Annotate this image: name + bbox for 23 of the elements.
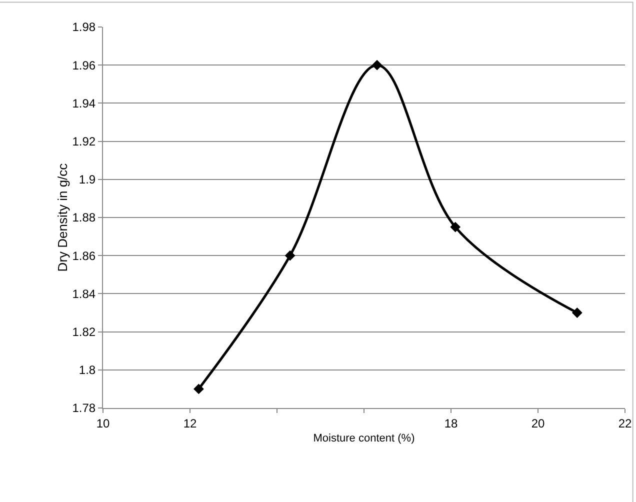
point bbox=[572, 308, 582, 318]
y-tick-label: 1.92 bbox=[72, 134, 96, 148]
y-tick-label: 1.82 bbox=[72, 325, 96, 339]
y-tick-label: 1.88 bbox=[72, 210, 96, 225]
point bbox=[284, 250, 296, 261]
x-tick-label: 18 bbox=[444, 416, 458, 430]
y-tick-label: 1.96 bbox=[72, 58, 96, 72]
point bbox=[372, 60, 382, 70]
y-axis-title: Dry Density in g/cc bbox=[55, 162, 70, 272]
point bbox=[450, 222, 461, 232]
y-tick-label: 1.98 bbox=[72, 20, 96, 34]
y-tick-label: 1.9 bbox=[78, 172, 96, 187]
x-tick-label: 20 bbox=[531, 416, 545, 430]
y-tick-label: 1.86 bbox=[72, 248, 96, 263]
y-tick-label: 1.8 bbox=[78, 363, 96, 378]
x-tick-label: 10 bbox=[96, 416, 110, 430]
y-tick-label: 1.78 bbox=[72, 401, 96, 416]
x-tick-label: 22 bbox=[618, 416, 632, 430]
x-tick-label: 12 bbox=[183, 416, 197, 430]
point bbox=[194, 384, 204, 394]
y-tick-label: 1.84 bbox=[72, 286, 96, 301]
y-tick-label: 1.94 bbox=[72, 96, 96, 110]
x-axis-title: Moisture content (%) bbox=[313, 432, 415, 445]
